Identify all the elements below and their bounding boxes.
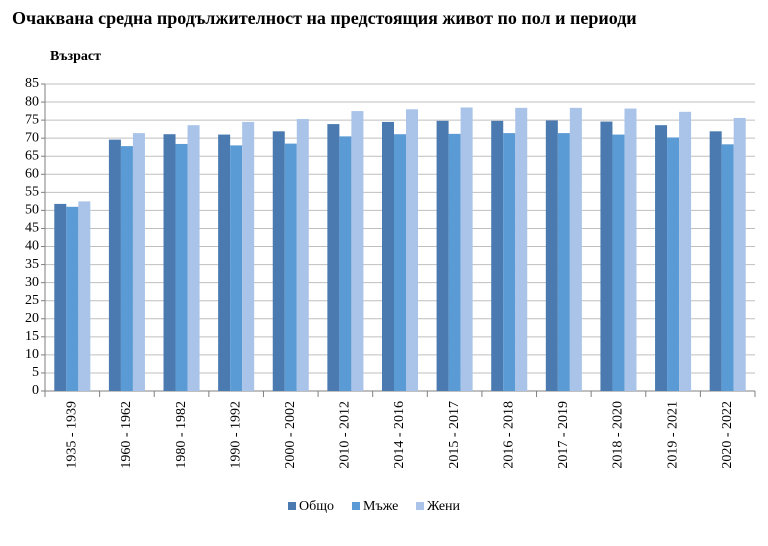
legend: Общо Мъже Жени [288,499,461,514]
bar [54,203,67,391]
x-tick-label: 2019 - 2021 [665,401,680,469]
bar [406,109,419,392]
bar [667,137,680,391]
x-tick-label: 1935 - 1939 [65,401,80,469]
bar [491,120,504,391]
x-tick-label: 2015 - 2017 [447,401,462,469]
y-tick-label: 50 [25,203,39,218]
bar [351,111,364,392]
y-tick-label: 70 [25,130,39,145]
x-tick-label: 2014 - 2016 [392,401,407,469]
bar [272,131,285,391]
x-tick-label: 2020 - 2022 [720,401,735,469]
x-tick-label: 1960 - 1962 [119,401,134,469]
y-tick-label: 75 [25,112,39,127]
y-tick-label: 0 [32,383,39,398]
x-tick-label: 2016 - 2018 [501,401,516,469]
y-tick-label: 35 [25,257,39,272]
legend-swatch [288,502,296,510]
bar [163,134,176,391]
y-tick-label: 55 [25,185,39,200]
bar [709,131,722,391]
bar [612,134,625,392]
bar [393,134,407,391]
bar [327,124,340,392]
bar [515,107,528,391]
y-tick-label: 60 [25,167,39,182]
y-tick-label: 25 [25,293,39,308]
y-tick-label: 65 [25,148,39,163]
bar [242,121,255,392]
y-tick-label: 45 [25,221,39,236]
bar [230,145,243,391]
bar [108,139,121,391]
bar [679,111,692,392]
x-tick-label: 1990 - 1992 [228,401,243,469]
bar [655,125,668,391]
bar [120,146,133,391]
legend-label: Мъже [363,499,398,514]
y-tick-label: 40 [25,239,39,254]
bar [721,144,734,391]
bar [624,108,637,391]
bar [218,134,231,392]
x-tick-label: 2010 - 2012 [338,401,353,469]
y-axis-label: Възраст [50,49,101,64]
y-tick-label: 30 [25,275,39,290]
x-tick-label: 2000 - 2002 [283,401,298,469]
legend-swatch [352,502,360,510]
y-tick-label: 80 [25,94,39,109]
bar [569,107,582,391]
bar [284,143,297,391]
x-tick-label: 2017 - 2019 [556,401,571,469]
bar [78,201,91,391]
bar [503,133,516,391]
bar [733,117,746,391]
bar [339,136,352,391]
bar [557,133,570,391]
x-tick-label: 1980 - 1982 [174,401,189,469]
legend-label: Жени [427,499,461,514]
y-tick-label: 20 [25,311,39,326]
bar [600,121,613,392]
x-tick-label: 2018 - 2020 [611,401,626,469]
bar [381,121,394,392]
bar [436,120,449,391]
bar [66,206,79,391]
y-tick-label: 10 [25,347,39,362]
y-tick-label: 15 [25,329,39,344]
bar [460,107,473,391]
bar [132,133,145,391]
bar [545,120,558,391]
y-tick-label: 5 [32,365,39,380]
bar [448,133,461,391]
bar [175,143,188,391]
bar [296,119,309,391]
chart-title: Очаквана средна продължителност на предс… [12,8,637,28]
bar [187,125,200,391]
legend-swatch [416,502,424,510]
y-tick-label: 85 [25,76,39,91]
legend-label: Общо [299,499,334,514]
